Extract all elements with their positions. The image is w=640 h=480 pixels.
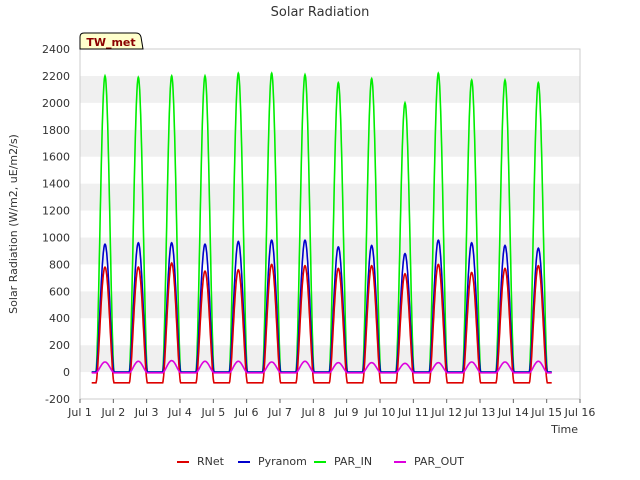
legend-item-par-out: PAR_OUT xyxy=(394,455,464,468)
y-tick-label: 1800 xyxy=(42,124,70,137)
legend-label: PAR_OUT xyxy=(414,455,464,468)
legend-label: PAR_IN xyxy=(334,455,372,468)
y-axis-ticks: -200 0 200 400 600 800 1000 1200 1400 1600 1800 200… xyxy=(42,43,70,406)
y-tick-label: 1400 xyxy=(42,178,70,191)
x-tick-label: Jul 14 xyxy=(497,406,529,419)
x-tick-label: Jul 11 xyxy=(397,406,429,419)
x-tick-label: Jul 3 xyxy=(134,406,159,419)
y-tick-label: 200 xyxy=(49,339,70,352)
x-tick-label: Jul 6 xyxy=(234,406,259,419)
y-tick-label: 2400 xyxy=(42,43,70,56)
chart-title: Solar Radiation xyxy=(271,5,370,20)
x-tick-label: Jul 1 xyxy=(67,406,92,419)
grid-band xyxy=(80,183,580,211)
y-tick-label: 2000 xyxy=(42,97,70,110)
y-axis-title: Solar Radiation (W/m2, uE/m2/s) xyxy=(7,134,20,314)
grid-band xyxy=(80,49,580,76)
y-tick-label: 1000 xyxy=(42,231,70,244)
grid-band xyxy=(80,129,580,157)
x-tick-label: Jul 15 xyxy=(530,406,562,419)
x-tick-label: Jul 9 xyxy=(334,406,359,419)
grid-band xyxy=(80,291,580,319)
plot-area-border xyxy=(79,48,581,400)
y-tick-label: 1200 xyxy=(42,205,70,218)
y-tick-label: 800 xyxy=(49,258,70,271)
x-tick-label: Jul 10 xyxy=(364,406,396,419)
series-lines xyxy=(91,71,552,384)
x-tick-label: Jul 12 xyxy=(430,406,462,419)
tw-met-badge: TW_met xyxy=(79,32,144,50)
x-tick-label: Jul 16 xyxy=(564,406,596,419)
grid-band xyxy=(80,102,580,130)
x-tick-label: Jul 5 xyxy=(200,406,225,419)
series-line-par-out xyxy=(91,359,552,374)
x-axis-ticks: Jul 1 Jul 2 Jul 3 Jul 4 Jul 5 Jul 6 Jul 7 Jul 8… xyxy=(67,399,595,419)
x-axis-title: Time xyxy=(550,423,578,436)
legend-label: Pyranom xyxy=(258,455,307,468)
legend-item-rnet: RNet xyxy=(177,455,225,468)
grid-band xyxy=(80,156,580,184)
grid-band xyxy=(80,75,580,103)
x-tick-label: Jul 2 xyxy=(100,406,125,419)
y-tick-label: 2200 xyxy=(42,70,70,83)
series-line-rnet xyxy=(91,261,552,384)
legend-label: RNet xyxy=(197,455,225,468)
y-tick-label: -200 xyxy=(45,393,70,406)
x-tick-label: Jul 7 xyxy=(267,406,292,419)
x-tick-label: Jul 13 xyxy=(464,406,496,419)
legend-item-par-in: PAR_IN xyxy=(314,455,372,468)
grid-band xyxy=(80,264,580,292)
legend-item-pyranom: Pyranom xyxy=(238,455,307,468)
y-tick-label: 400 xyxy=(49,312,70,325)
y-tick-label: 1600 xyxy=(42,151,70,164)
grid-band xyxy=(80,237,580,265)
x-tick-label: Jul 8 xyxy=(300,406,325,419)
legend: RNet Pyranom PAR_IN PAR_OUT xyxy=(177,455,464,468)
y-tick-label: 600 xyxy=(49,285,70,298)
x-tick-label: Jul 4 xyxy=(167,406,192,419)
badge-label: TW_met xyxy=(86,36,135,49)
y-tick-label: 0 xyxy=(63,366,70,379)
grid-band xyxy=(80,210,580,238)
